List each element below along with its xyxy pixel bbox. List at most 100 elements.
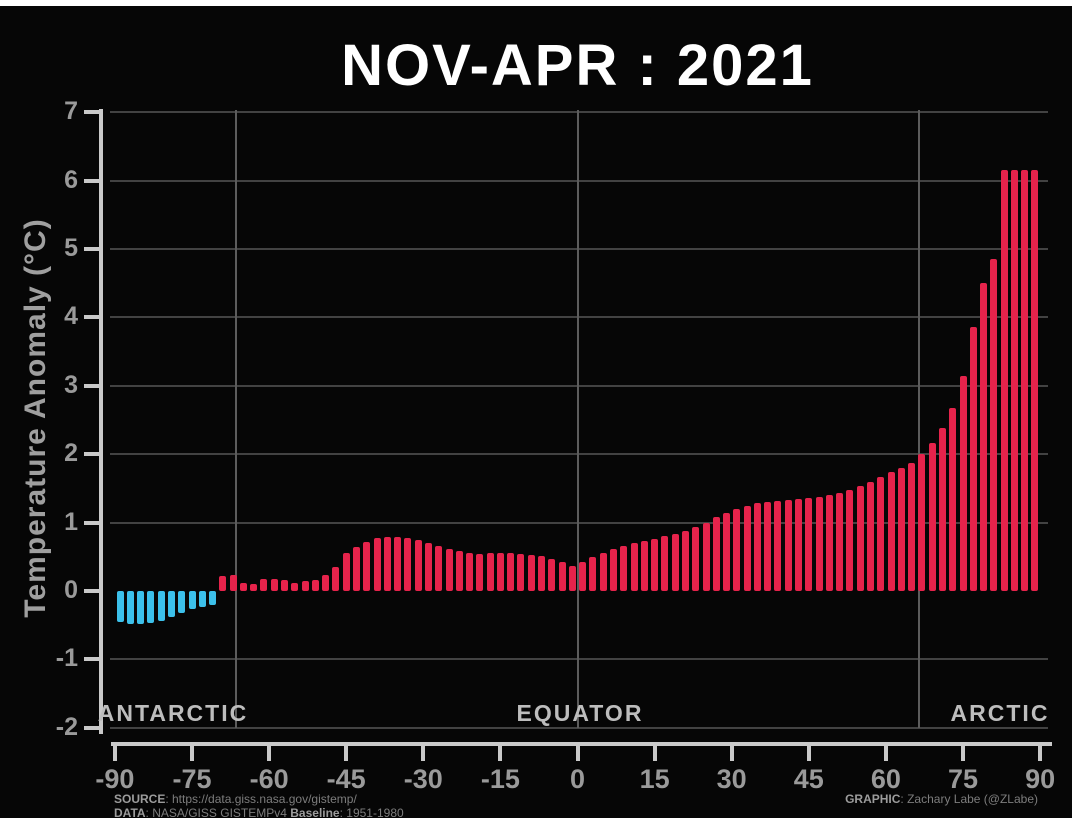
y-tick-7 xyxy=(84,110,100,115)
x-tick--60 xyxy=(267,744,272,761)
credit-baseline-text: : 1951-1980 xyxy=(339,806,404,820)
bar-lat-57 xyxy=(866,481,874,591)
y-tick-label-3: 3 xyxy=(64,370,78,399)
bar-lat--19 xyxy=(476,554,484,591)
credit-graphic-label: GRAPHIC xyxy=(845,792,901,806)
bar-lat--1 xyxy=(568,565,576,591)
bar-lat-83 xyxy=(1000,170,1008,591)
bar-lat-59 xyxy=(877,476,885,591)
bar-lat-21 xyxy=(681,530,689,591)
bar-lat--3 xyxy=(558,562,566,591)
y-tick-label-0: 0 xyxy=(64,576,78,604)
y-tick-1 xyxy=(84,520,100,525)
bar-lat--67 xyxy=(229,574,237,591)
y-tick--1 xyxy=(84,657,100,662)
x-tick-label--45: -45 xyxy=(326,764,366,794)
credit-source-line: SOURCE: https://data.giss.nasa.gov/giste… xyxy=(114,792,404,806)
bar-lat-23 xyxy=(692,526,700,591)
bar-lat--45 xyxy=(342,553,350,591)
bar-lat--41 xyxy=(363,541,371,591)
bar-lat-61 xyxy=(887,471,895,591)
credit-baseline-label: Baseline xyxy=(290,806,340,820)
gridline-h--1 xyxy=(110,658,1048,661)
credit-source-label: SOURCE xyxy=(114,792,166,806)
y-tick-label--1: -1 xyxy=(55,644,78,673)
y-axis-label: Temperature Anomaly (°C) xyxy=(19,218,52,618)
gridline-h-7 xyxy=(110,111,1048,114)
y-tick-5 xyxy=(84,247,100,251)
x-tick-45 xyxy=(806,744,811,761)
gridline-v-lat-0 xyxy=(576,110,579,728)
x-tick-label--60: -60 xyxy=(249,764,289,794)
bar-lat--49 xyxy=(322,574,330,591)
x-tick--90 xyxy=(112,744,117,761)
bar-lat-53 xyxy=(846,489,854,591)
y-tick-label-1: 1 xyxy=(64,507,78,536)
y-tick-label--2: -2 xyxy=(55,712,78,741)
bar-lat--71 xyxy=(209,591,217,605)
bar-lat--65 xyxy=(239,583,247,591)
bar-lat--73 xyxy=(198,591,206,607)
x-tick-label-30: 30 xyxy=(716,764,747,794)
y-tick-4 xyxy=(84,315,100,320)
bar-lat--5 xyxy=(548,558,556,591)
bar-lat-35 xyxy=(753,503,761,591)
bar-lat--47 xyxy=(332,567,340,591)
x-tick-label-75: 75 xyxy=(947,764,979,794)
gridline-v-lat--66.5 xyxy=(234,110,237,728)
bar-lat-11 xyxy=(630,543,638,591)
bar-lat--7 xyxy=(538,556,546,591)
x-tick-label-60: 60 xyxy=(870,764,901,794)
y-tick-6 xyxy=(84,178,100,183)
x-tick-label--15: -15 xyxy=(480,764,520,794)
bar-lat-39 xyxy=(774,501,782,591)
x-tick-label--30: -30 xyxy=(403,764,443,794)
bar-lat-29 xyxy=(723,513,731,591)
bar-lat--27 xyxy=(435,545,443,591)
chart-figure: NOV-APR : 2021 Temperature Anomaly (°C) … xyxy=(0,6,1072,820)
credit-data-label: DATA xyxy=(114,806,146,820)
y-tick-3 xyxy=(84,383,100,388)
y-axis-spine xyxy=(99,109,103,734)
bar-lat--53 xyxy=(301,581,309,591)
region-label-equator: EQUATOR xyxy=(516,700,644,726)
gridline-v-lat-66.5 xyxy=(918,110,921,728)
y-tick-2 xyxy=(84,452,100,457)
bar-lat--89 xyxy=(116,591,124,622)
gridline-h-5 xyxy=(110,248,1048,250)
bar-lat--33 xyxy=(404,538,412,591)
bar-lat--39 xyxy=(373,538,381,591)
bar-lat-45 xyxy=(805,497,813,591)
y-tick-label-2: 2 xyxy=(64,439,78,468)
bar-lat--77 xyxy=(178,591,186,613)
region-label-arctic: ARCTIC xyxy=(950,700,1050,726)
bar-lat--61 xyxy=(260,578,268,591)
gridline-h-3 xyxy=(110,384,1048,387)
bar-lat-75 xyxy=(959,376,967,591)
bar-lat--79 xyxy=(167,591,175,617)
bar-lat-13 xyxy=(640,541,648,591)
bar-lat-81 xyxy=(990,259,998,591)
bar-lat-67 xyxy=(918,454,926,591)
bar-lat--57 xyxy=(281,580,289,591)
bar-lat-15 xyxy=(651,539,659,591)
bar-lat--23 xyxy=(455,551,463,591)
bar-lat-69 xyxy=(928,442,936,591)
y-tick-label-7: 7 xyxy=(64,97,78,126)
bar-lat-77 xyxy=(969,326,977,591)
bar-lat-27 xyxy=(712,517,720,591)
bar-lat--59 xyxy=(270,578,278,591)
gridline-h-4 xyxy=(110,316,1048,319)
bar-lat-47 xyxy=(815,496,823,591)
bar-lat-3 xyxy=(589,557,597,591)
bar-lat--37 xyxy=(383,536,391,591)
x-tick--45 xyxy=(344,744,349,761)
bar-lat--75 xyxy=(188,591,196,610)
x-tick--30 xyxy=(421,744,426,761)
bar-lat--55 xyxy=(291,582,299,591)
credits-source-data: SOURCE: https://data.giss.nasa.gov/giste… xyxy=(114,792,404,820)
bar-lat-31 xyxy=(733,508,741,591)
bar-lat-17 xyxy=(661,536,669,591)
x-tick-90 xyxy=(1038,744,1043,761)
